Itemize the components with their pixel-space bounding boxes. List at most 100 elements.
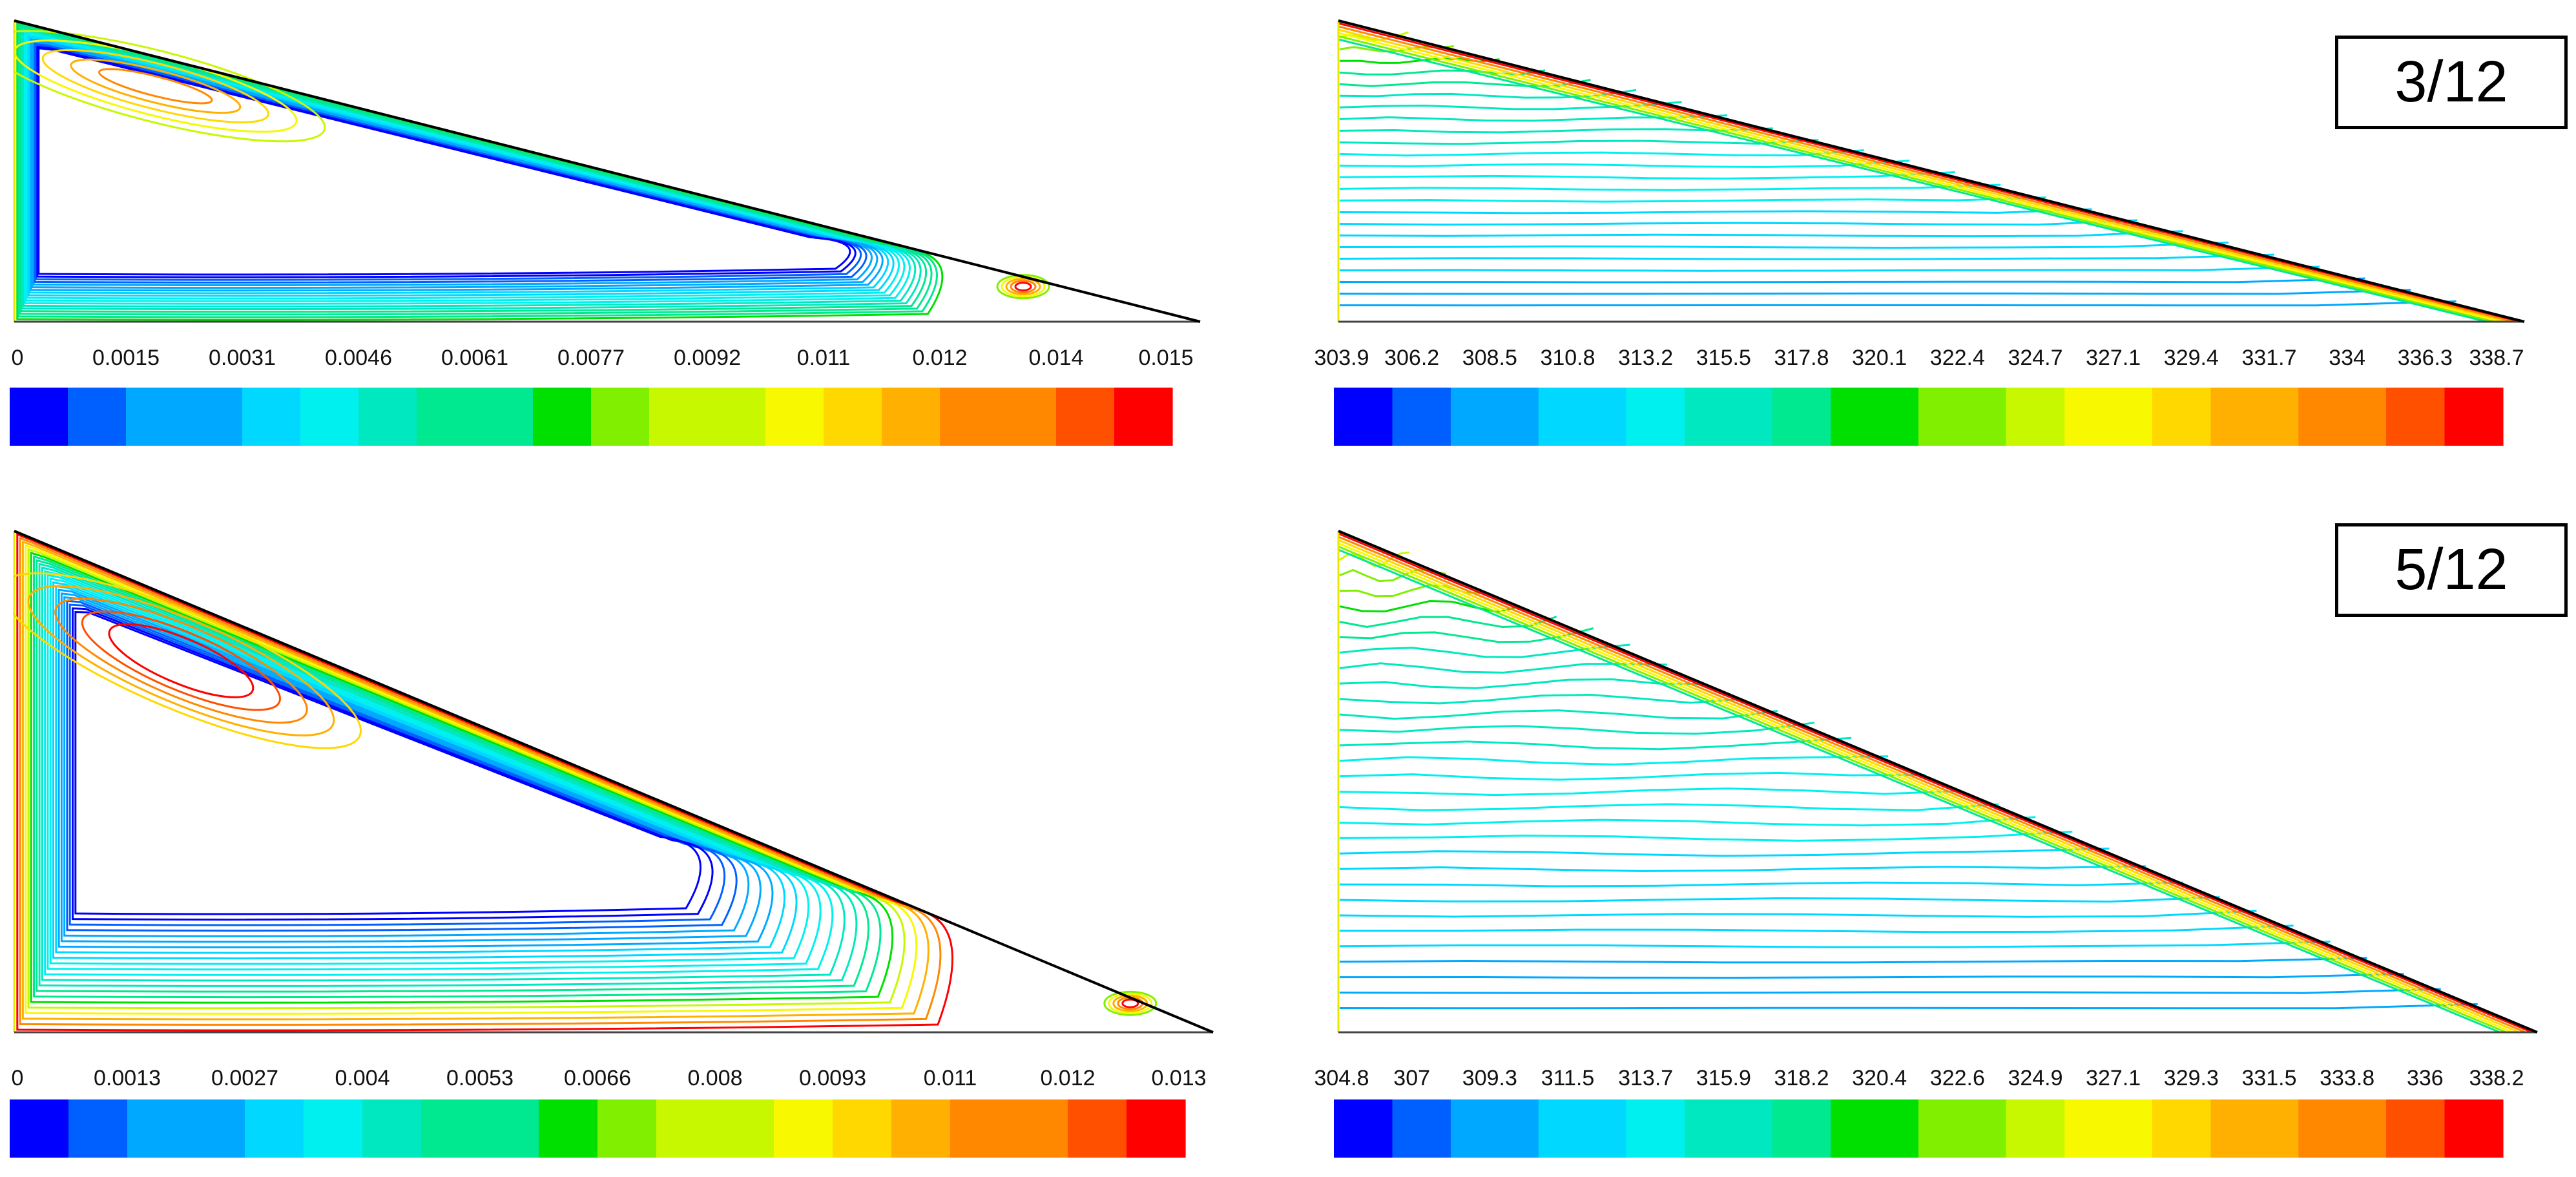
colorbar-segment <box>656 1099 716 1158</box>
colorbar-segment <box>126 388 185 446</box>
stream-contour-line <box>30 551 894 1004</box>
isotherm-line <box>1339 988 2441 994</box>
colorbar-segment <box>2298 1099 2329 1158</box>
colorbar-segment <box>765 388 824 446</box>
colorbar-tick-label: 334 <box>2329 346 2366 370</box>
colorbar-segment <box>1889 388 1919 446</box>
colorbar-segment <box>2415 1099 2446 1158</box>
stream-contours <box>13 533 1158 1032</box>
boundary-layer-line <box>1338 28 2507 323</box>
vortex-contour <box>13 30 326 143</box>
colorbar-segment <box>1392 1099 1422 1158</box>
colorbar-segment <box>649 388 708 446</box>
stream-contour-plot-bottom <box>13 530 1214 1034</box>
colorbar-segment <box>2152 1099 2182 1158</box>
vortex-contour <box>108 623 254 698</box>
colorbar-tick-label: 0.011 <box>796 346 851 370</box>
tip-cell-contour <box>1014 282 1032 292</box>
stream-contours <box>13 22 1050 321</box>
temperature-contour-plot-top <box>1337 19 2525 323</box>
tip-cell-contour <box>1121 998 1139 1008</box>
colorbar-segment <box>1538 388 1568 446</box>
colorbar-segment <box>2269 388 2299 446</box>
colorbar-tick-label: 338.7 <box>2469 346 2524 370</box>
isotherm-line <box>1339 114 1728 122</box>
colorbar-segment <box>833 1099 892 1158</box>
vortex-contour <box>13 572 362 749</box>
isotherm-line <box>1339 277 2365 284</box>
colorbar-segment <box>2415 388 2446 446</box>
stream-contour-plot-top <box>13 19 1201 323</box>
colorbar-tick-label: 0.014 <box>1028 346 1084 370</box>
stream-contour-line <box>27 35 895 297</box>
isotherm-line <box>1339 709 1778 720</box>
colorbar-segment <box>1948 1099 1978 1158</box>
colorbar-segment <box>1597 1099 1627 1158</box>
isotherm-line <box>1339 160 1910 168</box>
colorbar-tick-label: 315.5 <box>1696 346 1751 370</box>
colorbar-tick-label: 331.5 <box>2241 1066 2297 1090</box>
colorbar-tick-label: 0.0066 <box>564 1066 631 1090</box>
boundary-layer-line <box>1338 35 2494 323</box>
colorbar-segment <box>1802 388 1831 446</box>
colorbar-tick-label: 309.3 <box>1462 1066 1517 1090</box>
boundary-layer-line <box>1338 545 2507 1034</box>
panel-bottom-right <box>1337 530 2539 1034</box>
colorbar-segment <box>2123 1099 2153 1158</box>
colorbar-ticks-top-left: 0 0.0015 0.0031 0.0046 0.0061 0.0077 0.0092 0.0… <box>6 339 1195 378</box>
isotherm-line <box>1339 722 1815 735</box>
colorbar-segment <box>68 1099 128 1158</box>
colorbar-top-right: 303.9 306.2 308.5 310.8 313.2 315.5 317.8 320.1… <box>1314 339 2526 462</box>
stream-contour-line <box>60 592 762 943</box>
stream-contour-line <box>66 599 738 932</box>
colorbar-segment <box>1831 1099 1861 1158</box>
colorbar-segment <box>2473 388 2504 446</box>
colorbar-ticks-top-right: 303.9 306.2 308.5 310.8 313.2 315.5 317.8 320.1… <box>1314 339 2526 378</box>
colorbar-segment <box>998 388 1057 446</box>
colorbar-segment <box>1068 1099 1127 1158</box>
colorbar-segment <box>2210 388 2241 446</box>
colorbar-tick-label: 0.0015 <box>92 346 160 370</box>
isotherm-line <box>1339 183 2001 191</box>
colorbar-segment <box>10 388 68 446</box>
colorbar-segment <box>2064 388 2095 446</box>
colorbar-segment <box>475 388 534 446</box>
stream-contour-line <box>36 559 869 993</box>
stream-contour-line <box>72 607 714 921</box>
colorbar-segment <box>1889 1099 1919 1158</box>
isotherm-line <box>1339 973 2404 979</box>
colorbar-segment <box>1127 1099 1186 1158</box>
colorbar-segment <box>1056 388 1115 446</box>
colorbar-segment <box>1626 1099 1656 1158</box>
colorbar-segment <box>1421 388 1451 446</box>
panel-top-left <box>13 19 1201 323</box>
stream-contour-line <box>52 581 798 960</box>
stream-contour-line <box>20 26 928 313</box>
colorbar-segment <box>1538 1099 1568 1158</box>
stream-contour-line <box>49 578 810 965</box>
colorbar-tick-label: 0.0027 <box>211 1066 278 1090</box>
stream-contour-line <box>23 30 911 305</box>
colorbar-tick-label: 303.9 <box>1314 346 1369 370</box>
colorbar-segment <box>127 1099 187 1158</box>
stream-contour-line <box>28 37 889 295</box>
colorbar-segment <box>2239 388 2270 446</box>
colorbar-tick-label: 322.6 <box>1929 1066 1985 1090</box>
colorbar-segment <box>421 1099 481 1158</box>
colorbar-segment <box>539 1099 598 1158</box>
colorbar-tick-label: 324.7 <box>2008 346 2063 370</box>
colorbar-tick-label: 0.015 <box>1138 346 1194 370</box>
stream-contour-line <box>16 22 944 321</box>
colorbar-segment <box>533 388 592 446</box>
isotherm-line <box>1339 830 2073 842</box>
colorbar-tick-label: 0.012 <box>912 346 968 370</box>
colorbar-segment <box>2356 388 2387 446</box>
colorbar-tick-label: 318.2 <box>1774 1066 1829 1090</box>
isotherm-line <box>1339 208 2092 214</box>
isotherm-line <box>1339 230 2183 238</box>
colorbar-segment <box>1772 388 1802 446</box>
colorbar-tick-label: 311.5 <box>1541 1066 1595 1090</box>
colorbar-segment <box>1451 388 1480 446</box>
colorbar-tick-label: 336 <box>2406 1066 2444 1090</box>
stream-contour-line <box>19 536 942 1026</box>
